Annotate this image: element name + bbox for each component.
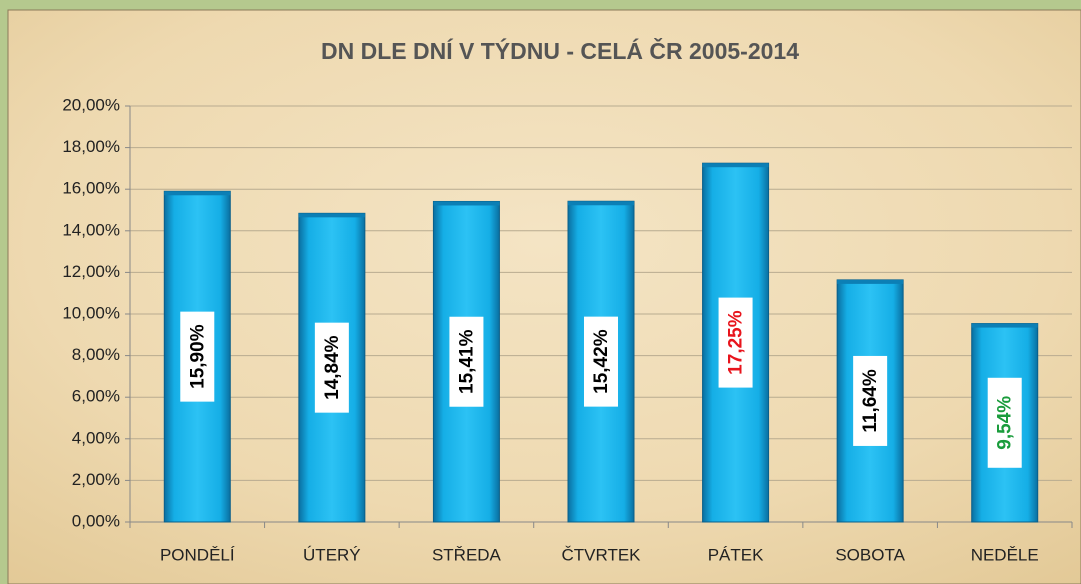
value-label-group: 15,42% <box>584 316 618 407</box>
bar-top <box>837 279 904 284</box>
y-tick-label: 20,00% <box>62 95 120 114</box>
y-tick-label: 8,00% <box>72 345 120 364</box>
x-tick-label: SOBOTA <box>835 545 905 564</box>
value-label-group: 9,54% <box>987 377 1022 468</box>
value-label-group: 17,25% <box>718 297 753 388</box>
value-label: 15,42% <box>591 329 612 394</box>
value-label-group: 14,84% <box>314 322 349 413</box>
bar-top <box>164 191 231 196</box>
x-tick-label: ČTVRTEK <box>561 545 641 564</box>
x-tick-label: PÁTEK <box>708 545 764 564</box>
value-label: 11,64% <box>860 369 881 432</box>
value-label: 17,25% <box>726 310 747 375</box>
y-tick-label: 10,00% <box>62 303 120 322</box>
value-label-group: 11,64% <box>853 355 888 446</box>
y-tick-label: 0,00% <box>72 511 120 530</box>
bar-top <box>433 201 500 206</box>
y-tick-label: 14,00% <box>62 220 120 239</box>
value-label-group: 15,90% <box>180 311 215 402</box>
y-tick-label: 18,00% <box>62 137 120 156</box>
y-tick-label: 6,00% <box>72 387 120 406</box>
y-tick-label: 12,00% <box>62 262 120 281</box>
value-label: 15,90% <box>187 324 208 389</box>
value-label-box <box>718 297 753 388</box>
value-label-box <box>584 316 618 407</box>
value-label-box <box>314 322 349 413</box>
x-tick-label: STŘEDA <box>432 545 502 564</box>
bar-top <box>971 323 1038 328</box>
value-label-box <box>987 377 1022 468</box>
y-tick-label: 16,00% <box>62 179 120 198</box>
value-label-group: 15,41% <box>449 316 484 407</box>
x-tick-label: ÚTERÝ <box>303 545 361 564</box>
y-tick-label: 4,00% <box>72 428 120 447</box>
bar-top <box>702 163 769 168</box>
x-tick-label: PONDĚLÍ <box>160 545 235 564</box>
value-label: 15,41% <box>456 329 477 394</box>
value-label-box <box>180 311 215 402</box>
bar-top <box>298 213 365 218</box>
y-tick-label: 2,00% <box>72 470 120 489</box>
x-tick-label: NEDĚLE <box>971 545 1039 564</box>
value-label-box <box>853 355 888 446</box>
bar-top <box>568 201 634 206</box>
value-label: 9,54% <box>995 396 1016 450</box>
chart-title: DN DLE DNÍ V TÝDNU - CELÁ ČR 2005-2014 <box>321 37 799 64</box>
value-label: 14,84% <box>322 335 343 400</box>
value-label-box <box>449 316 484 407</box>
